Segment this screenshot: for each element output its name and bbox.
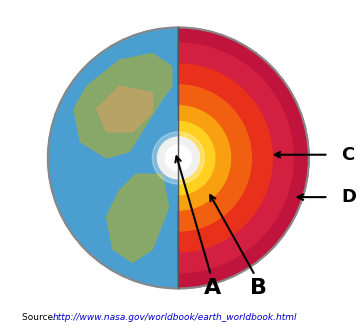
Text: A: A bbox=[204, 278, 221, 298]
Circle shape bbox=[159, 139, 198, 178]
Text: D: D bbox=[342, 188, 356, 206]
Polygon shape bbox=[97, 86, 152, 132]
Wedge shape bbox=[178, 137, 199, 179]
Polygon shape bbox=[107, 174, 168, 262]
Circle shape bbox=[152, 132, 204, 184]
Wedge shape bbox=[178, 85, 252, 231]
Wedge shape bbox=[178, 106, 231, 210]
Wedge shape bbox=[178, 121, 215, 194]
Wedge shape bbox=[48, 28, 178, 289]
Wedge shape bbox=[178, 43, 293, 273]
Wedge shape bbox=[178, 64, 272, 252]
Wedge shape bbox=[178, 28, 309, 289]
Text: Source:: Source: bbox=[22, 313, 59, 322]
Polygon shape bbox=[74, 54, 172, 158]
Text: http://www.nasa.gov/worldbook/earth_worldbook.html: http://www.nasa.gov/worldbook/earth_worl… bbox=[53, 313, 297, 322]
Circle shape bbox=[158, 137, 199, 179]
Text: C: C bbox=[342, 146, 355, 164]
Circle shape bbox=[165, 145, 191, 171]
Text: B: B bbox=[250, 278, 267, 298]
